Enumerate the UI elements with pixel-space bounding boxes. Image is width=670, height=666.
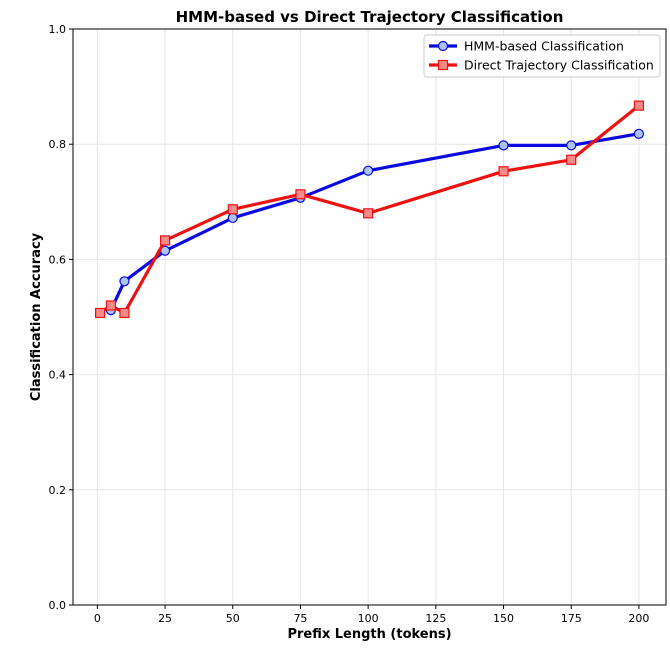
- data-point-square: [498, 166, 509, 177]
- data-point-square: [105, 300, 117, 311]
- y-tick-label: 0.6: [49, 253, 67, 266]
- data-point-square: [566, 154, 577, 165]
- x-axis-title: Prefix Length (tokens): [287, 627, 451, 642]
- data-point-square: [295, 189, 306, 200]
- x-tick-label: 75: [293, 612, 307, 625]
- x-tick-label: 50: [226, 612, 240, 625]
- y-axis-title: Classification Accuracy: [29, 232, 44, 401]
- legend-label: Direct Trajectory Classification: [464, 58, 654, 73]
- x-tick-label: 125: [425, 612, 446, 625]
- data-point-circle: [633, 128, 645, 139]
- data-point-circle: [566, 140, 577, 151]
- y-tick-label: 0.0: [49, 599, 67, 612]
- x-tick-label: 175: [561, 612, 582, 625]
- legend: HMM-based Classification Direct Trajector…: [423, 34, 661, 78]
- plot-area: [72, 28, 667, 606]
- data-point-square: [94, 307, 106, 319]
- y-tick-label: 0.8: [49, 138, 67, 151]
- data-point-square: [633, 100, 645, 111]
- data-point-square: [227, 204, 238, 215]
- y-tick-label: 1.0: [49, 23, 67, 36]
- x-tick-label: 25: [158, 612, 172, 625]
- x-tick-label: 150: [493, 612, 514, 625]
- x-tick-label: 200: [628, 612, 649, 625]
- data-point-square: [159, 235, 171, 246]
- legend-marker-square: [437, 59, 449, 71]
- legend-box: [423, 34, 661, 78]
- data-point-square: [363, 208, 374, 219]
- grid: [73, 28, 666, 606]
- y-tick-label: 0.2: [49, 484, 67, 497]
- legend-marker-circle: [437, 40, 449, 52]
- series-layer: [94, 100, 645, 319]
- x-tick-label: 0: [94, 612, 101, 625]
- axis-ticks: 0 25 50 75 100 125 150 175 200 0.0 0.2 0.4 0.6 0.8 1.0: [49, 23, 650, 625]
- data-point-circle: [227, 212, 238, 224]
- legend-label: HMM-based Classification: [464, 39, 624, 54]
- series-line-1: [98, 103, 641, 315]
- y-tick-label: 0.4: [49, 369, 67, 382]
- chart-title: HMM-based vs Direct Trajectory Classific…: [176, 8, 564, 26]
- data-point-circle: [498, 140, 509, 151]
- data-point-square: [119, 307, 130, 319]
- data-point-circle: [363, 165, 374, 176]
- x-tick-label: 100: [358, 612, 379, 625]
- data-point-circle: [119, 276, 130, 287]
